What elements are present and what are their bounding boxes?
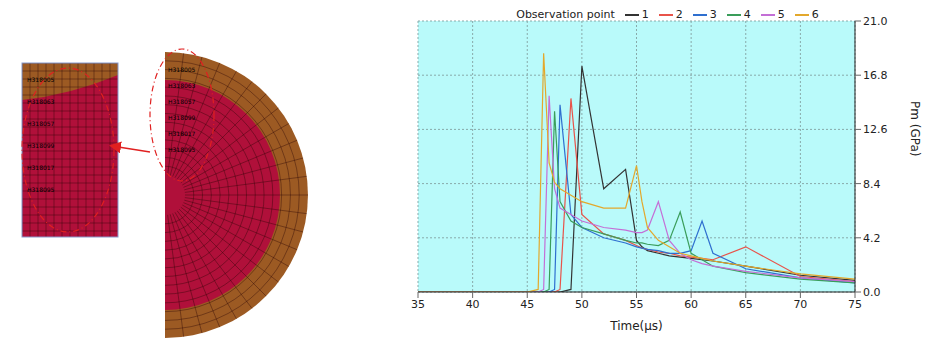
svg-text:40: 40 [466,298,480,311]
svg-text:Pm (GPa): Pm (GPa) [908,101,922,156]
html-text:3: 3 [709,8,717,21]
html-text:Observation point: Observation point [516,8,615,21]
svg-text:H318017: H318017 [168,130,196,137]
svg-text:16.8: 16.8 [863,69,888,82]
svg-text:60: 60 [684,298,698,311]
svg-text:8.4: 8.4 [863,178,881,191]
html-text:1: 1 [641,8,649,21]
svg-text:H318017: H318017 [27,164,55,171]
svg-text:H318057: H318057 [27,120,55,127]
svg-text:H318099: H318099 [27,142,55,149]
svg-text:4.2: 4.2 [863,232,881,245]
svg-text:H318063: H318063 [168,82,196,89]
svg-text:H318099: H318099 [168,114,196,121]
svg-text:65: 65 [739,298,753,311]
svg-text:Time(μs): Time(μs) [609,319,663,333]
svg-text:35: 35 [411,298,425,311]
svg-text:12.6: 12.6 [863,123,888,136]
html-text:5: 5 [777,8,785,21]
svg-text:45: 45 [520,298,534,311]
svg-text:H318057: H318057 [168,98,196,105]
svg-text:70: 70 [793,298,807,311]
svg-text:50: 50 [575,298,589,311]
svg-text:H318095: H318095 [168,146,196,153]
html-text:4: 4 [743,8,751,21]
svg-text:H318005: H318005 [168,66,196,73]
svg-text:H318095: H318095 [27,186,55,193]
svg-text:0.0: 0.0 [863,286,881,299]
svg-text:75: 75 [848,298,862,311]
svg-text:55: 55 [630,298,644,311]
html-text:6: 6 [811,8,819,21]
html-text:2: 2 [675,8,683,21]
svg-text:21.0: 21.0 [863,15,888,28]
svg-text:H318005: H318005 [27,76,55,83]
svg-text:H318063: H318063 [27,98,55,105]
